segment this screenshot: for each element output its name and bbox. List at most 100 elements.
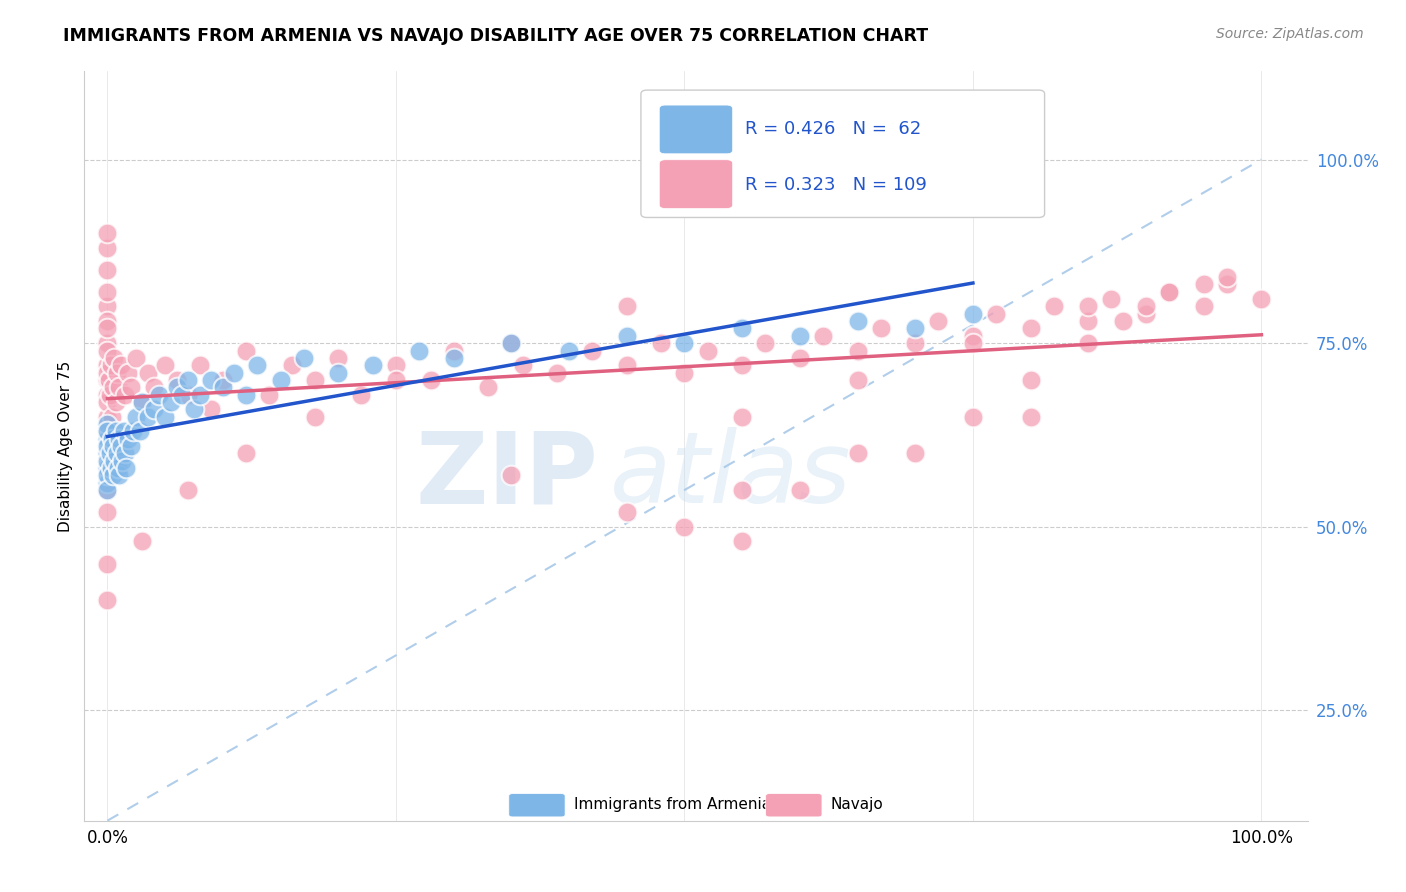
Text: R = 0.323   N = 109: R = 0.323 N = 109 bbox=[745, 176, 927, 194]
Navajo bbox=[1099, 292, 1122, 306]
Immigrants from Armenia bbox=[111, 453, 134, 467]
Text: Immigrants from Armenia: Immigrants from Armenia bbox=[574, 797, 770, 812]
FancyBboxPatch shape bbox=[641, 90, 1045, 218]
Immigrants from Armenia bbox=[128, 425, 150, 439]
Navajo bbox=[385, 358, 408, 372]
Navajo bbox=[616, 300, 638, 314]
Navajo bbox=[1159, 285, 1181, 299]
Navajo bbox=[1019, 409, 1042, 424]
Navajo bbox=[385, 373, 408, 387]
FancyBboxPatch shape bbox=[659, 160, 733, 209]
Navajo bbox=[96, 483, 118, 497]
Y-axis label: Disability Age Over 75: Disability Age Over 75 bbox=[58, 360, 73, 532]
Immigrants from Armenia bbox=[408, 343, 430, 358]
Navajo bbox=[96, 321, 118, 335]
Immigrants from Armenia bbox=[120, 439, 142, 453]
Text: ZIP: ZIP bbox=[415, 427, 598, 524]
Navajo bbox=[962, 328, 984, 343]
Navajo bbox=[811, 328, 834, 343]
Navajo bbox=[1077, 336, 1099, 351]
Text: atlas: atlas bbox=[610, 427, 852, 524]
Navajo bbox=[673, 366, 696, 380]
FancyBboxPatch shape bbox=[659, 105, 733, 153]
Navajo bbox=[98, 387, 121, 401]
Immigrants from Armenia bbox=[673, 336, 696, 351]
Immigrants from Armenia bbox=[101, 432, 124, 446]
Immigrants from Armenia bbox=[96, 417, 118, 431]
Immigrants from Armenia bbox=[117, 432, 139, 446]
Navajo bbox=[166, 373, 188, 387]
Navajo bbox=[350, 387, 373, 401]
Immigrants from Armenia bbox=[361, 358, 384, 372]
Navajo bbox=[131, 534, 153, 549]
Immigrants from Armenia bbox=[160, 395, 183, 409]
Navajo bbox=[962, 409, 984, 424]
Navajo bbox=[1077, 300, 1099, 314]
Immigrants from Armenia bbox=[96, 475, 118, 490]
Navajo bbox=[304, 373, 326, 387]
Immigrants from Armenia bbox=[172, 387, 194, 401]
Navajo bbox=[131, 395, 153, 409]
Navajo bbox=[96, 366, 118, 380]
Navajo bbox=[501, 336, 523, 351]
Navajo bbox=[846, 446, 869, 460]
Navajo bbox=[117, 366, 139, 380]
Navajo bbox=[96, 300, 118, 314]
Immigrants from Armenia bbox=[104, 425, 127, 439]
Navajo bbox=[96, 285, 118, 299]
Navajo bbox=[125, 351, 148, 365]
Navajo bbox=[754, 336, 776, 351]
Navajo bbox=[501, 468, 523, 483]
Immigrants from Armenia bbox=[96, 425, 118, 439]
Immigrants from Armenia bbox=[270, 373, 292, 387]
Navajo bbox=[96, 373, 118, 387]
Navajo bbox=[96, 425, 118, 439]
Navajo bbox=[96, 262, 118, 277]
Immigrants from Armenia bbox=[142, 402, 165, 417]
Navajo bbox=[1250, 292, 1272, 306]
Immigrants from Armenia bbox=[115, 461, 138, 475]
Immigrants from Armenia bbox=[789, 328, 811, 343]
Navajo bbox=[650, 336, 672, 351]
Navajo bbox=[110, 358, 132, 372]
Navajo bbox=[846, 343, 869, 358]
Navajo bbox=[1159, 285, 1181, 299]
Navajo bbox=[96, 505, 118, 519]
Navajo bbox=[904, 446, 927, 460]
Navajo bbox=[547, 366, 569, 380]
Immigrants from Armenia bbox=[616, 328, 638, 343]
Text: Source: ZipAtlas.com: Source: ZipAtlas.com bbox=[1216, 27, 1364, 41]
Immigrants from Armenia bbox=[731, 321, 754, 335]
Immigrants from Armenia bbox=[96, 453, 118, 467]
Navajo bbox=[581, 343, 603, 358]
Immigrants from Armenia bbox=[188, 387, 211, 401]
Immigrants from Armenia bbox=[96, 439, 118, 453]
Immigrants from Armenia bbox=[443, 351, 465, 365]
Immigrants from Armenia bbox=[125, 409, 148, 424]
Immigrants from Armenia bbox=[131, 395, 153, 409]
Navajo bbox=[731, 534, 754, 549]
Text: IMMIGRANTS FROM ARMENIA VS NAVAJO DISABILITY AGE OVER 75 CORRELATION CHART: IMMIGRANTS FROM ARMENIA VS NAVAJO DISABI… bbox=[63, 27, 928, 45]
Immigrants from Armenia bbox=[105, 446, 128, 460]
Navajo bbox=[96, 387, 118, 401]
Immigrants from Armenia bbox=[846, 314, 869, 328]
Navajo bbox=[96, 241, 118, 255]
Immigrants from Armenia bbox=[246, 358, 269, 372]
Navajo bbox=[96, 358, 118, 372]
Navajo bbox=[257, 387, 280, 401]
Navajo bbox=[104, 395, 127, 409]
Navajo bbox=[96, 446, 118, 460]
Navajo bbox=[616, 505, 638, 519]
Immigrants from Armenia bbox=[107, 461, 129, 475]
Navajo bbox=[105, 366, 128, 380]
Navajo bbox=[153, 358, 176, 372]
Navajo bbox=[696, 343, 718, 358]
Navajo bbox=[927, 314, 949, 328]
Immigrants from Armenia bbox=[96, 432, 118, 446]
Navajo bbox=[177, 387, 200, 401]
Immigrants from Armenia bbox=[501, 336, 523, 351]
Immigrants from Armenia bbox=[136, 409, 159, 424]
Immigrants from Armenia bbox=[166, 380, 188, 394]
Navajo bbox=[120, 380, 142, 394]
Navajo bbox=[731, 483, 754, 497]
